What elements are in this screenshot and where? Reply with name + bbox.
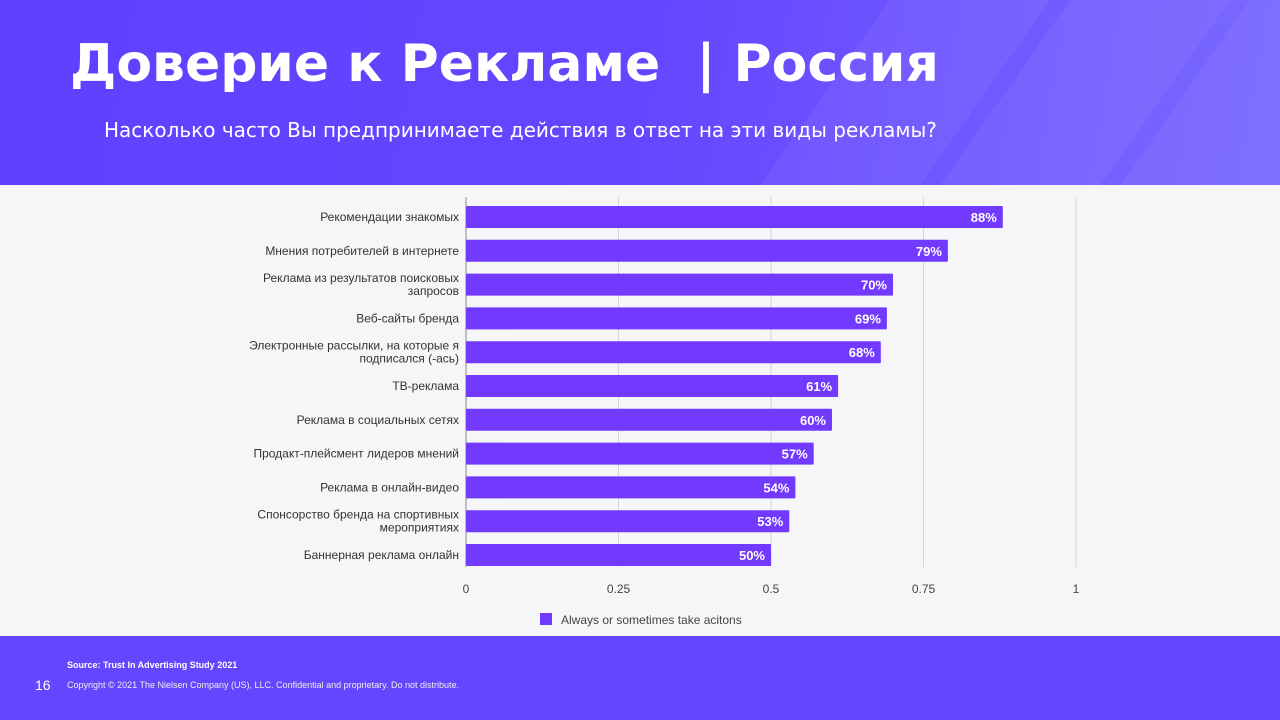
data-label: 69% xyxy=(855,311,881,326)
bar xyxy=(466,307,887,330)
legend-label: Always or sometimes take acitons xyxy=(561,613,742,627)
data-label: 79% xyxy=(916,244,942,259)
source-note: Source: Trust In Advertising Study 2021 xyxy=(67,660,238,670)
bar xyxy=(466,341,881,364)
bar xyxy=(466,239,948,262)
header-banner: Доверие к Рекламе | Россия Насколько час… xyxy=(0,0,1280,185)
data-label: 54% xyxy=(763,480,789,495)
category-label: Электронные рассылки, на которые я подпис… xyxy=(249,339,459,366)
data-label: 88% xyxy=(971,210,997,225)
category-label: Реклама в социальных сетях xyxy=(297,413,459,427)
bar xyxy=(466,476,796,499)
x-tick-label: 0 xyxy=(463,582,470,596)
footer: 16 Source: Trust In Advertising Study 20… xyxy=(0,636,1280,720)
x-tick-label: 0.25 xyxy=(607,582,631,596)
data-label: 61% xyxy=(806,379,832,394)
x-tick-label: 0.5 xyxy=(763,582,780,596)
bar xyxy=(466,510,790,533)
bar xyxy=(466,273,893,296)
bar xyxy=(466,206,1003,228)
category-label: ТВ-реклама xyxy=(392,379,459,393)
bar xyxy=(466,408,832,431)
category-label: Продакт-плейсмент лидеров мнений xyxy=(253,447,459,461)
bar xyxy=(466,375,839,397)
category-label: Веб-сайты бренда xyxy=(356,311,459,325)
category-label: Реклама в онлайн-видео xyxy=(320,480,459,494)
category-label: Реклама из результатов поисковых запросов xyxy=(263,271,459,298)
page-title: Доверие к Рекламе | Россия xyxy=(70,34,939,94)
copyright-note: Copyright © 2021 The Nielsen Company (US… xyxy=(67,680,459,690)
data-label: 68% xyxy=(849,345,875,360)
data-label: 60% xyxy=(800,413,826,428)
bar-chart: 0 0.25 0.5 0.75 1 88% Рекомендации знакомых 79%… xyxy=(0,185,1280,636)
data-label: 57% xyxy=(782,447,808,462)
data-label: 53% xyxy=(757,514,783,529)
category-label: Мнения потребителей в интернете xyxy=(265,244,459,258)
category-label: Баннерная реклама онлайн xyxy=(304,548,459,562)
x-tick-label: 1 xyxy=(1073,582,1080,596)
category-label: Спонсорство бренда на спортивных мероприя… xyxy=(257,508,459,535)
data-label: 50% xyxy=(739,548,765,563)
x-tick-label: 0.75 xyxy=(912,582,936,596)
page-number: 16 xyxy=(35,677,51,693)
data-label: 70% xyxy=(861,278,887,293)
page-subtitle: Насколько часто Вы предпринимаете действ… xyxy=(104,118,937,142)
bar xyxy=(466,544,771,566)
bar xyxy=(466,442,814,465)
category-label: Рекомендации знакомых xyxy=(320,210,459,224)
legend-swatch xyxy=(540,613,552,625)
